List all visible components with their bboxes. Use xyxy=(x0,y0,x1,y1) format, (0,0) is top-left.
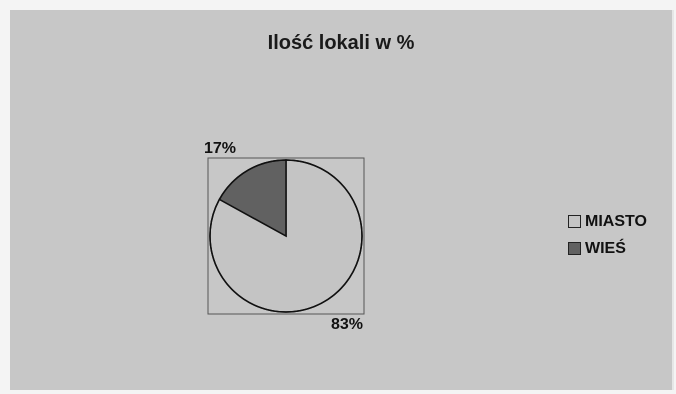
pie-chart xyxy=(207,157,365,315)
pie-outline xyxy=(209,159,363,313)
legend-swatch-wies xyxy=(568,242,581,255)
legend-swatch-miasto xyxy=(568,215,581,228)
legend: MIASTO WIEŚ xyxy=(568,208,647,262)
legend-label-miasto: MIASTO xyxy=(585,212,647,230)
legend-item-miasto: MIASTO xyxy=(568,208,647,235)
chart-area: Ilość lokali w % 83% 17% MIASTO WIEŚ xyxy=(10,10,674,390)
legend-label-wies: WIEŚ xyxy=(585,239,626,257)
legend-item-wies: WIEŚ xyxy=(568,235,647,262)
data-label-wies: 17% xyxy=(204,140,237,157)
chart-title: Ilość lokali w % xyxy=(267,32,415,54)
plot-area-frame xyxy=(207,157,365,315)
data-label-miasto: 83% xyxy=(331,316,364,333)
